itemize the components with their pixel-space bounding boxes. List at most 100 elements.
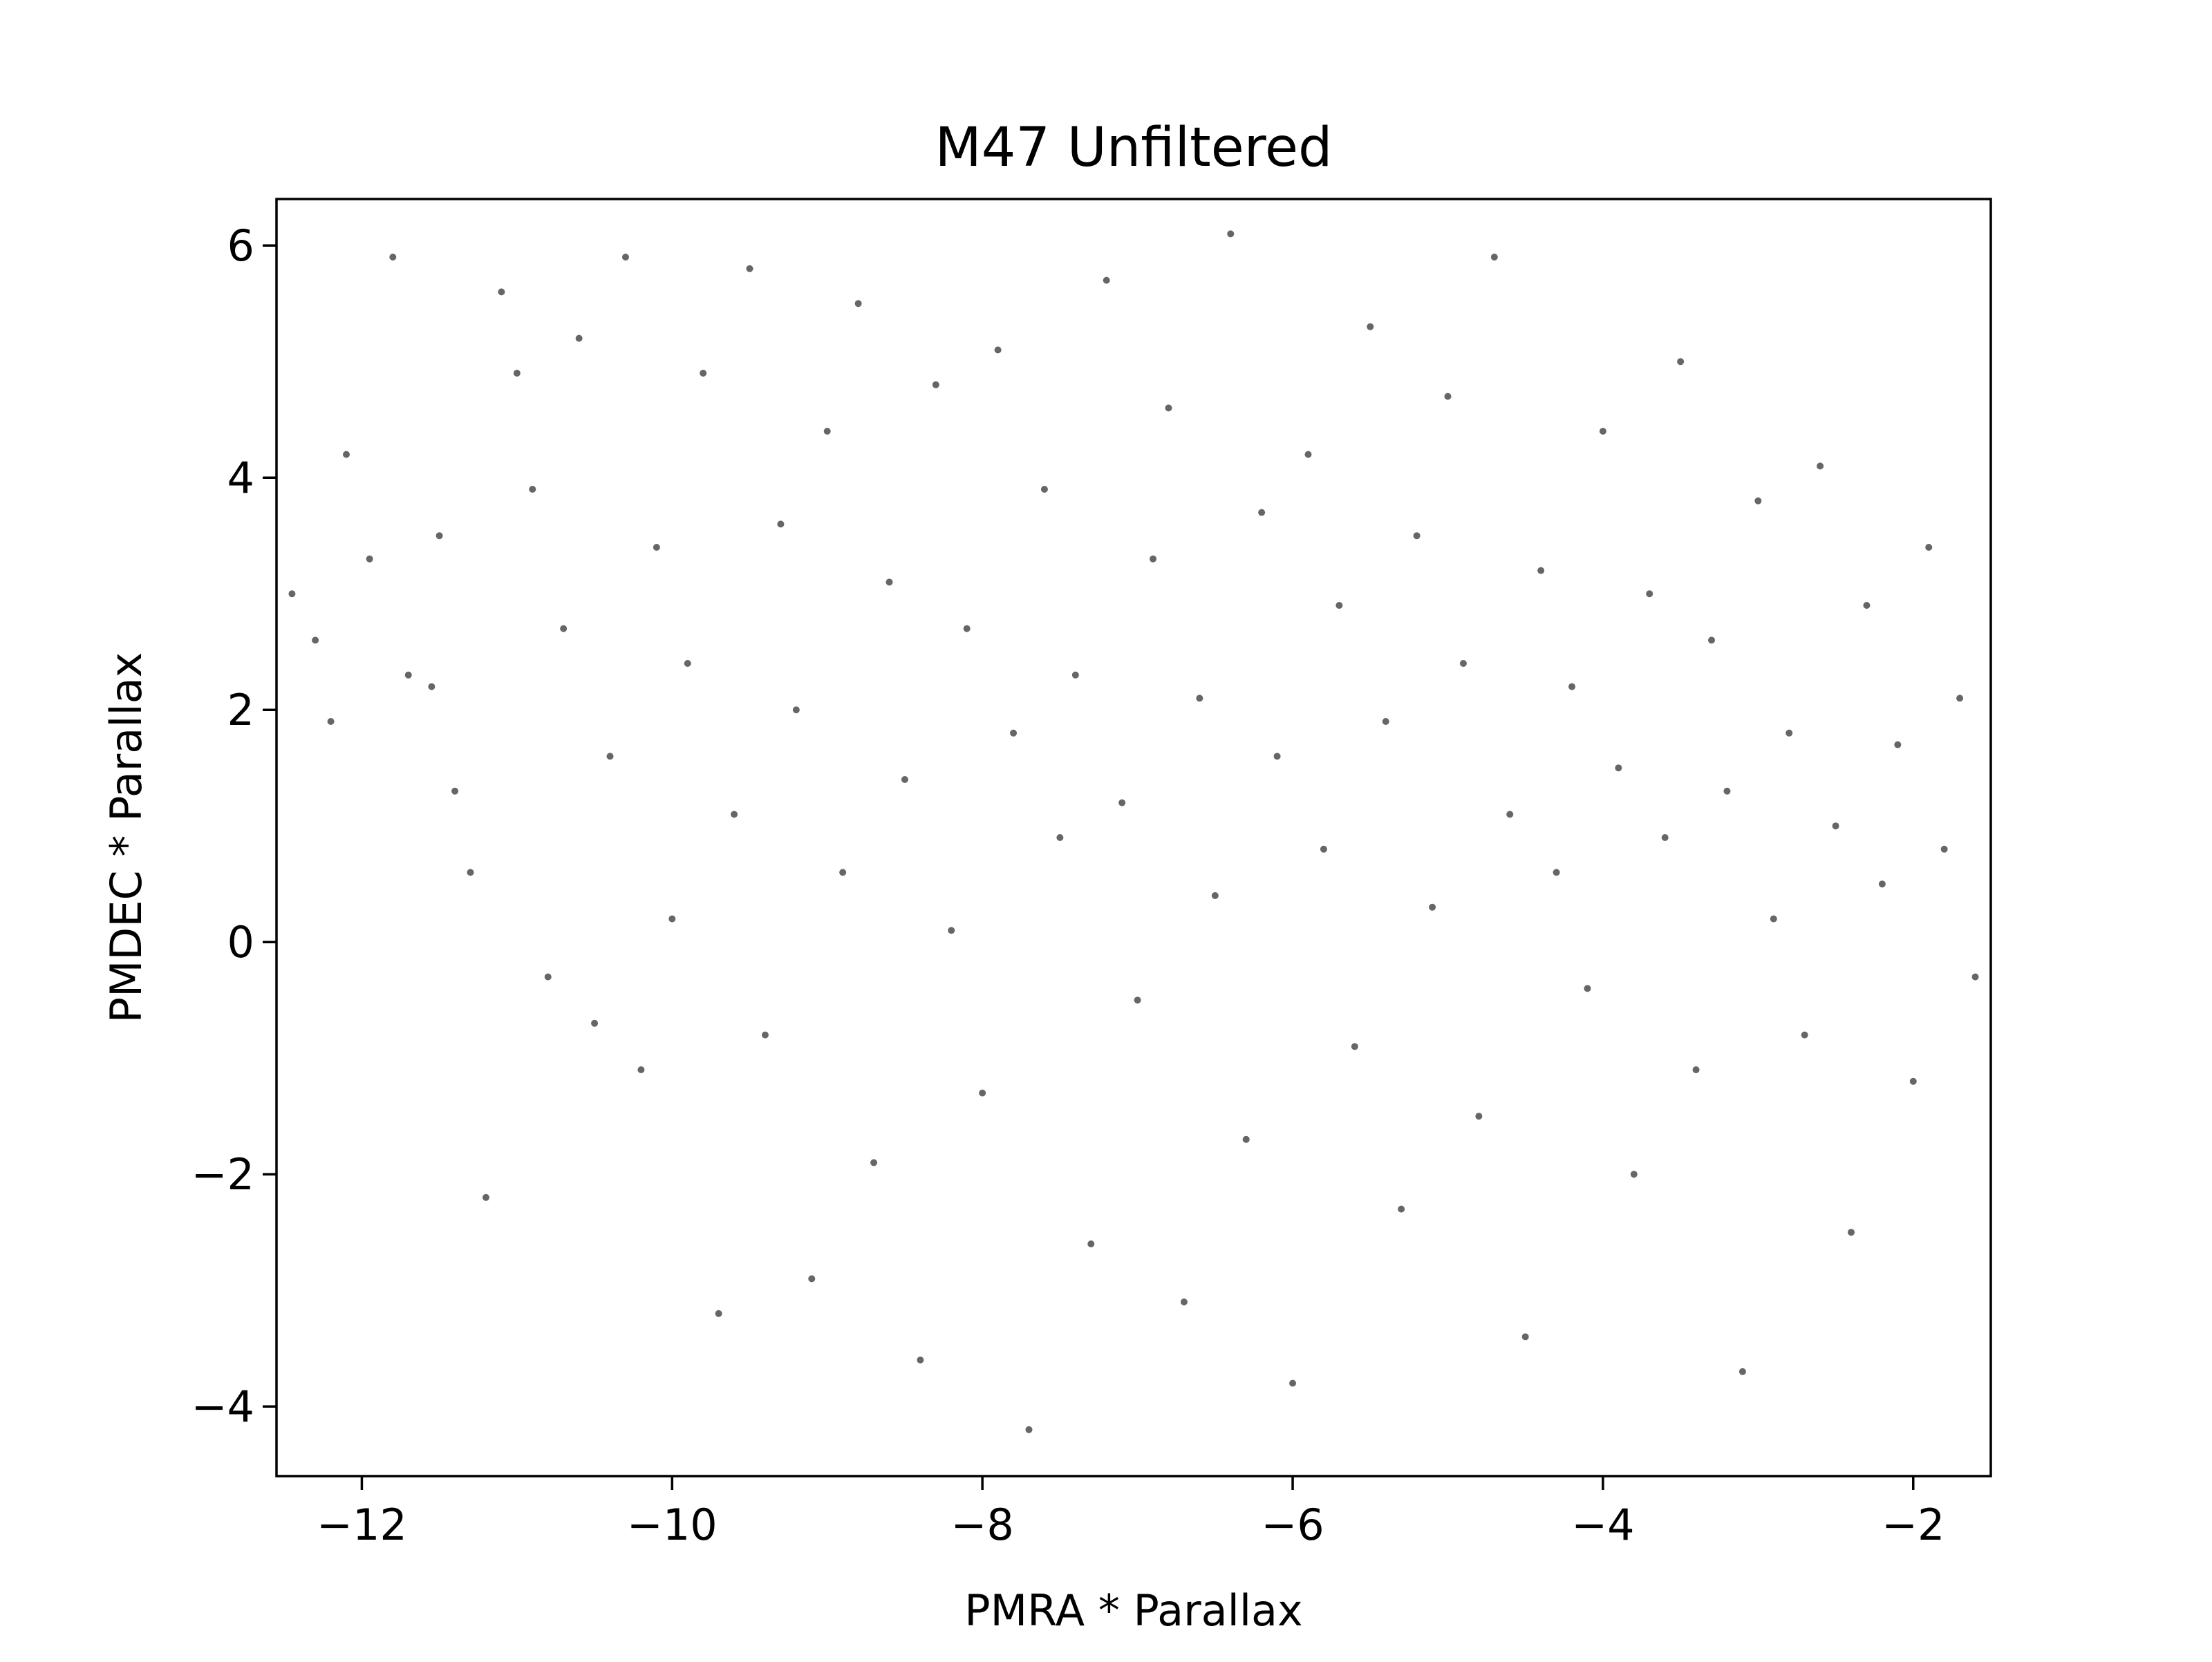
scatter-point: [1599, 428, 1606, 435]
scatter-point: [1785, 729, 1793, 737]
scatter-point: [885, 578, 893, 586]
scatter-point: [560, 625, 568, 632]
scatter-point: [854, 300, 862, 308]
scatter-point: [1165, 404, 1172, 412]
x-tick-label: −6: [1261, 1500, 1324, 1550]
scatter-point: [1863, 602, 1871, 609]
scatter-point: [1227, 230, 1235, 238]
scatter-point: [544, 973, 552, 981]
scatter-point: [513, 370, 521, 377]
scatter-point: [979, 1089, 986, 1097]
scatter-point: [777, 520, 785, 528]
scatter-point: [1150, 555, 1157, 563]
scatter-point: [1304, 451, 1312, 458]
scatter-point: [451, 787, 459, 795]
scatter-point: [1506, 811, 1514, 818]
scatter-point: [404, 671, 412, 679]
scatter-point: [1087, 1240, 1095, 1247]
scatter-point: [1289, 1379, 1297, 1387]
scatter-point: [932, 381, 939, 388]
scatter-point: [1817, 462, 1824, 470]
scatter-point: [1429, 903, 1436, 911]
scatter-point: [700, 370, 707, 377]
points-layer: [288, 230, 1979, 1433]
chart-title: M47 Unfiltered: [935, 117, 1332, 179]
x-tick-label: −2: [1882, 1500, 1944, 1550]
scatter-point: [1103, 276, 1110, 284]
scatter-point: [428, 683, 435, 690]
scatter-point: [1196, 695, 1203, 702]
scatter-point: [839, 869, 847, 876]
scatter-point: [1940, 845, 1948, 853]
x-tick-label: −12: [317, 1500, 407, 1550]
x-tick-label: −4: [1571, 1500, 1634, 1550]
scatter-point: [1677, 358, 1685, 366]
scatter-point: [1956, 695, 1964, 702]
scatter-point: [1258, 509, 1266, 516]
scatter-point: [435, 532, 443, 540]
scatter-point: [1537, 567, 1545, 574]
scatter-point: [1553, 869, 1560, 876]
y-tick-label: 6: [227, 220, 254, 271]
scatter-point: [1351, 1043, 1358, 1050]
scatter-point: [1211, 892, 1219, 899]
scatter-point: [1909, 1077, 1917, 1085]
scatter-point: [1242, 1135, 1250, 1143]
scatter-point: [1738, 1368, 1746, 1375]
scatter-point: [498, 288, 505, 296]
scatter-point: [1801, 1031, 1808, 1039]
x-axis-label: PMRA * Parallax: [964, 1585, 1303, 1636]
scatter-point: [1832, 822, 1839, 830]
scatter-point: [1584, 985, 1591, 992]
scatter-point: [1010, 729, 1018, 737]
scatter-point: [1568, 683, 1576, 690]
scatter-point: [1382, 718, 1389, 725]
scatter-point: [1118, 799, 1126, 806]
scatter-point: [288, 590, 296, 598]
scatter-point: [746, 265, 753, 272]
scatter-point: [668, 915, 676, 923]
scatter-point: [1134, 997, 1141, 1004]
scatter-point: [792, 706, 800, 714]
scatter-point: [1475, 1113, 1483, 1120]
scatter-point: [761, 1031, 769, 1039]
scatter-point: [823, 428, 831, 435]
scatter-point: [1025, 1426, 1033, 1433]
scatter-point: [637, 1066, 645, 1073]
y-tick-label: −4: [191, 1381, 254, 1432]
scatter-point: [1770, 915, 1777, 923]
scatter-point: [994, 346, 1002, 354]
scatter-point: [1630, 1171, 1638, 1178]
scatter-point: [948, 927, 955, 934]
scatter-point: [1040, 486, 1048, 493]
scatter-point: [327, 718, 335, 725]
x-axis: −12 −10 −8 −6 −4 −2: [317, 1476, 1944, 1550]
scatter-point: [1894, 741, 1902, 748]
scatter-point: [621, 254, 629, 261]
scatter-point: [870, 1159, 878, 1167]
x-tick-label: −8: [950, 1500, 1013, 1550]
scatter-point: [591, 1019, 599, 1027]
scatter-point: [1878, 880, 1886, 888]
scatter-point: [342, 451, 350, 458]
scatter-point: [1180, 1299, 1188, 1305]
scatter-point: [1273, 753, 1281, 760]
scatter-point: [901, 776, 908, 783]
scatter-point: [653, 544, 660, 551]
scatter-point: [1320, 845, 1327, 853]
scatter-point: [1615, 764, 1622, 772]
scatter-point: [366, 555, 373, 563]
scatter-point: [312, 636, 319, 644]
scatter-point: [482, 1193, 489, 1201]
scatter-point: [529, 486, 536, 493]
scatter-point: [684, 660, 691, 667]
scatter-point: [1413, 532, 1421, 540]
scatter-point: [1071, 671, 1079, 679]
y-axis: −4 −2 0 2 4 6: [191, 220, 276, 1432]
scatter-point: [575, 334, 583, 342]
scatter-point: [1754, 497, 1762, 504]
y-axis-label: PMDEC * Parallax: [101, 652, 151, 1023]
scatter-point: [1646, 590, 1653, 598]
y-tick-label: −2: [191, 1149, 254, 1200]
